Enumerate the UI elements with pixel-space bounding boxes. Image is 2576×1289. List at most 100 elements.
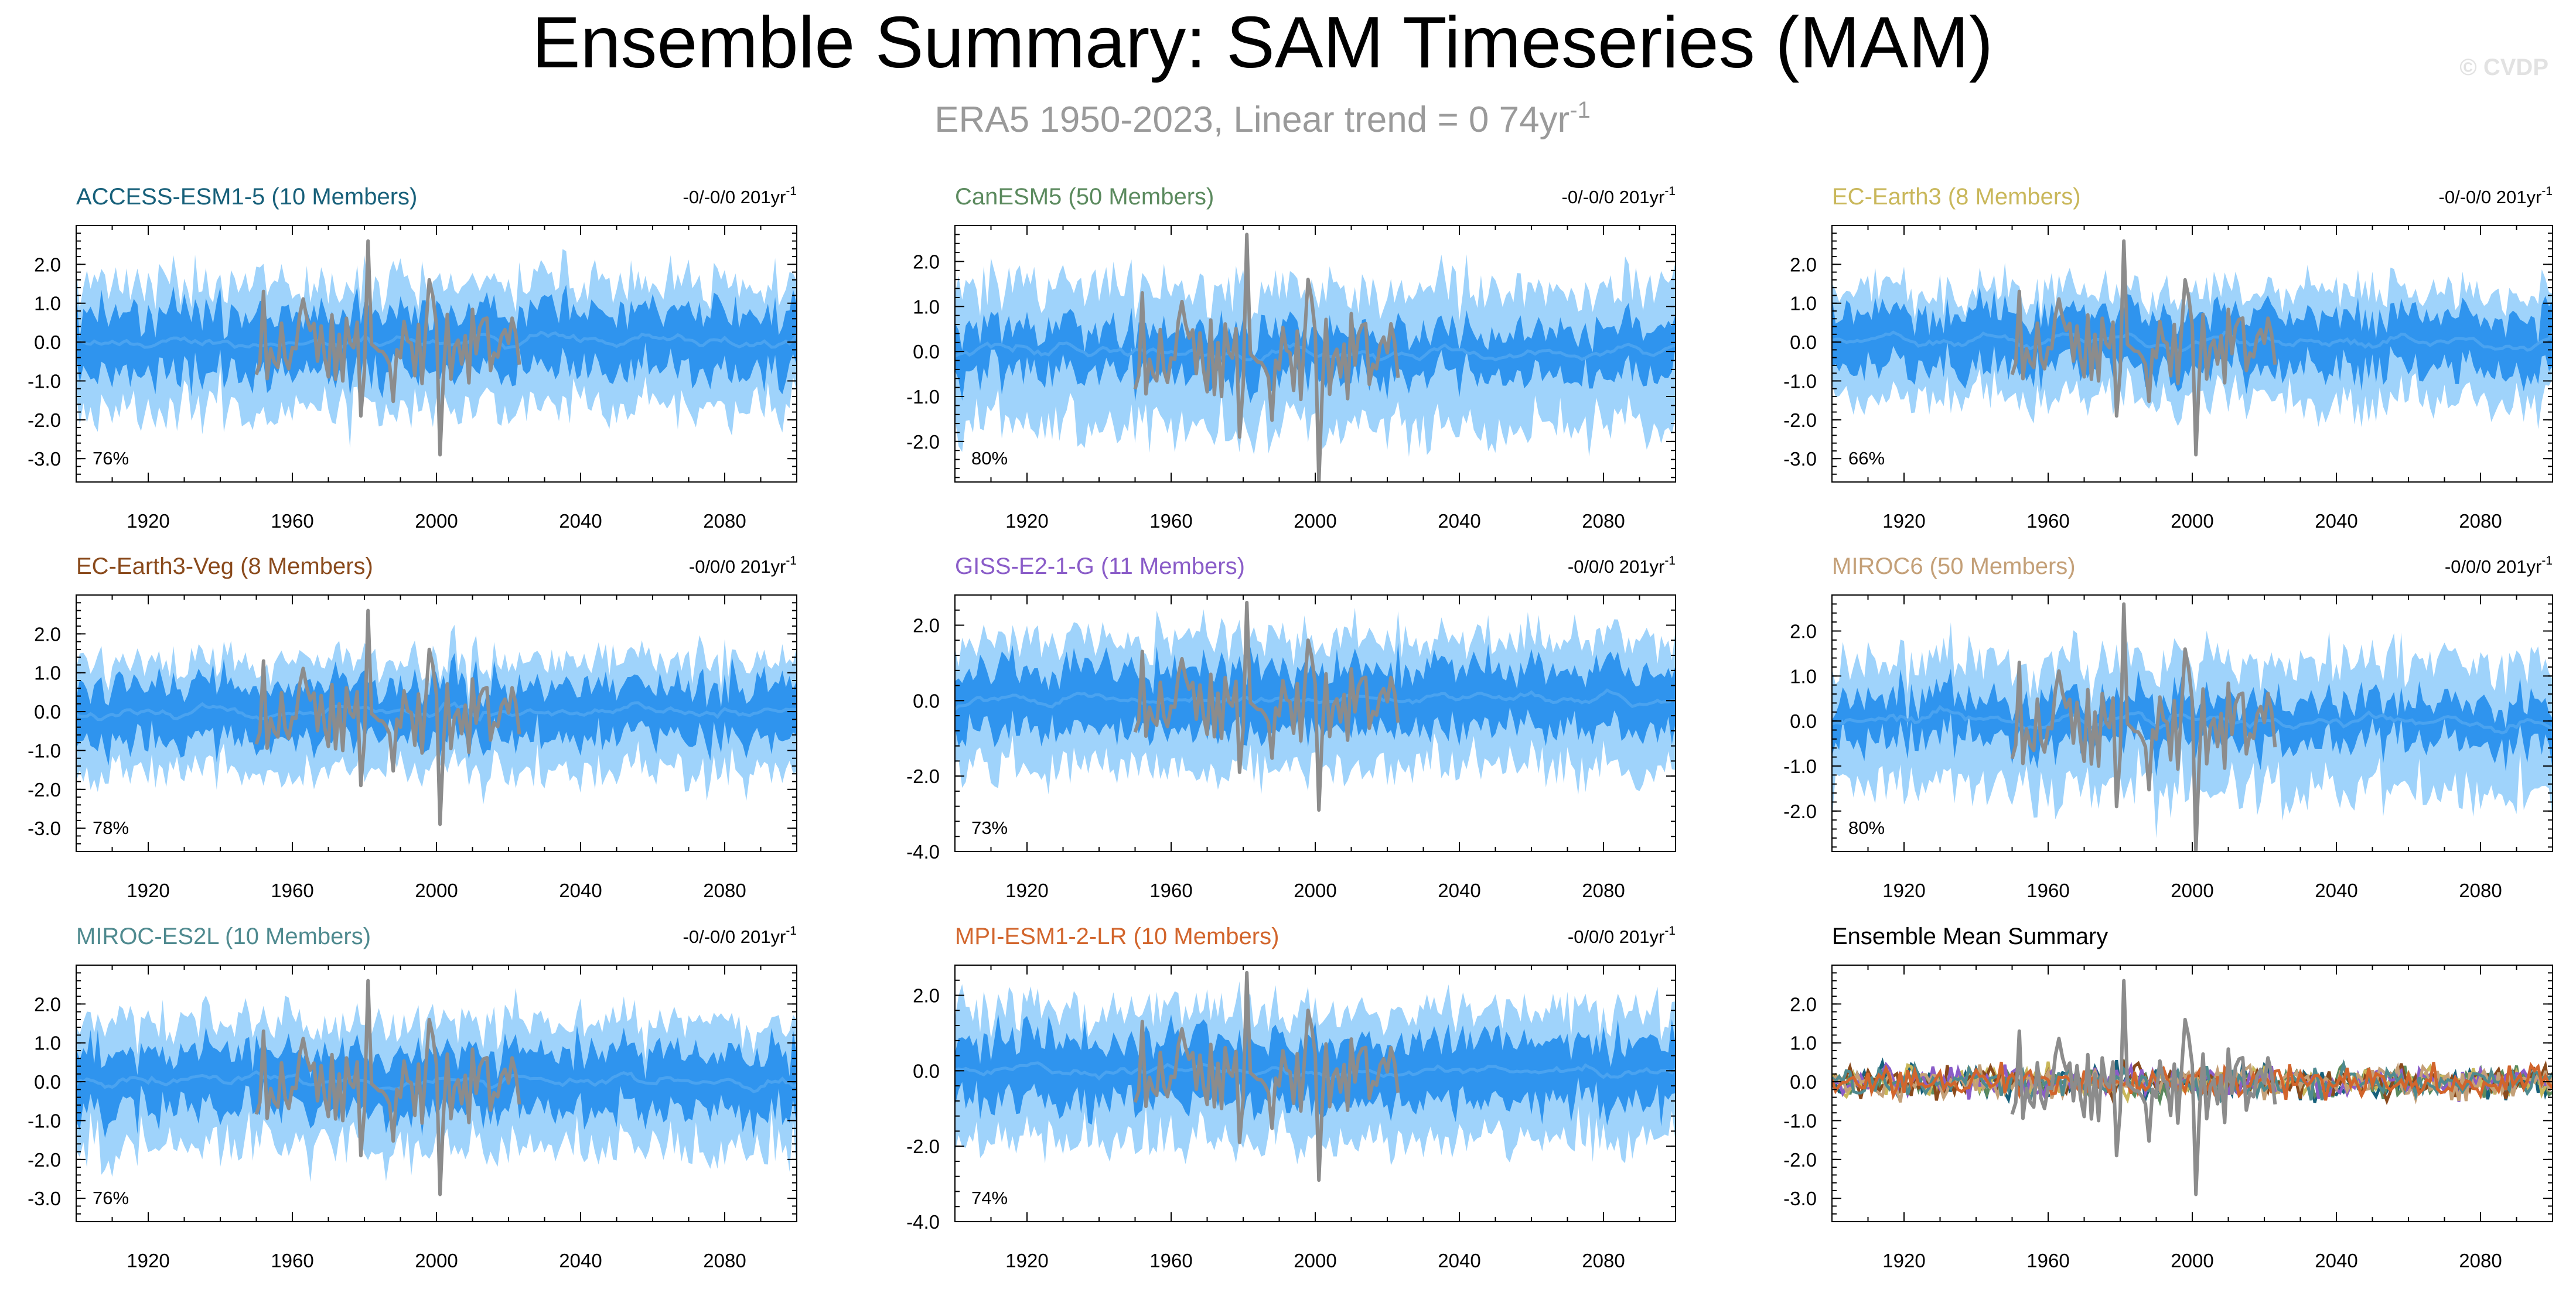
figure-subtitle: ERA5 1950-2023, Linear trend = 0 74yr-1 [934, 97, 1591, 140]
plot-area [1832, 979, 2553, 1196]
panel-title: CanESM5 (50 Members) [955, 184, 1214, 210]
y-tick-label: 1.0 [1790, 1032, 1817, 1054]
percent-label: 78% [93, 818, 129, 838]
observations-line [254, 239, 521, 457]
panel-title: ACCESS-ESM1-5 (10 Members) [76, 184, 417, 210]
x-tick-label: 2080 [1582, 1250, 1625, 1271]
percent-label: 74% [971, 1188, 1008, 1208]
y-tick-label: -2.0 [906, 431, 940, 453]
x-tick-label: 1960 [271, 1250, 313, 1271]
x-tick-label: 2000 [1294, 1250, 1336, 1271]
percent-label: 76% [93, 1188, 129, 1208]
y-tick-label: 1.0 [34, 293, 61, 314]
y-tick-label: -1.0 [28, 370, 61, 392]
y-tick-label: -2.0 [906, 765, 940, 787]
y-tick-label: -1.0 [1783, 370, 1817, 392]
x-tick-label: 2040 [559, 880, 602, 901]
x-tick-label: 1920 [127, 1250, 169, 1271]
panel-3: EC-Earth3 (8 Members) -0/-0/0 201yr-1 1920… [1783, 184, 2553, 532]
plot-area [76, 608, 797, 826]
y-tick-label: -2.0 [1783, 1149, 1817, 1171]
y-tick-label: 1.0 [34, 1032, 61, 1054]
x-tick-label: 2000 [2171, 510, 2213, 532]
x-tick-label: 2000 [2171, 880, 2213, 901]
y-tick-label: -3.0 [28, 1188, 61, 1209]
subtitle-superscript: -1 [1570, 97, 1591, 123]
percent-label: 73% [971, 818, 1008, 838]
panel-title: MIROC6 (50 Members) [1832, 553, 2076, 579]
x-tick-label: 1960 [2026, 510, 2069, 532]
y-tick-label: -2.0 [906, 1136, 940, 1157]
x-tick-label: 2080 [1582, 880, 1625, 901]
y-tick-label: 2.0 [1790, 993, 1817, 1015]
x-tick-label: 1960 [271, 510, 313, 532]
panel-7: MIROC-ES2L (10 Members) -0/-0/0 201yr-1 19… [28, 924, 797, 1271]
y-tick-label: -3.0 [1783, 1188, 1817, 1209]
y-tick-label: 2.0 [34, 254, 61, 275]
x-tick-label: 1960 [2026, 880, 2069, 901]
x-tick-label: 1920 [1005, 1250, 1048, 1271]
x-tick-label: 2040 [2315, 880, 2357, 901]
x-tick-label: 2040 [559, 1250, 602, 1271]
y-tick-label: 2.0 [34, 993, 61, 1015]
x-tick-label: 2000 [2171, 1250, 2213, 1271]
x-tick-label: 2000 [415, 510, 458, 532]
trend-label: -0/-0/0 201yr-1 [683, 184, 797, 207]
panel-title: EC-Earth3 (8 Members) [1832, 184, 2081, 210]
x-tick-label: 1920 [1882, 1250, 1925, 1271]
x-tick-label: 1920 [1882, 880, 1925, 901]
x-tick-label: 2080 [2459, 880, 2502, 901]
y-tick-label: 2.0 [913, 251, 940, 272]
x-tick-label: 1920 [1005, 510, 1048, 532]
y-tick-label: 0.0 [1790, 1071, 1817, 1093]
x-tick-label: 2080 [2459, 1250, 2502, 1271]
observations-line [2010, 602, 2277, 852]
percent-label: 80% [1848, 818, 1885, 838]
plot-area [955, 233, 1676, 482]
y-tick-label: 0.0 [34, 701, 61, 723]
subtitle-text: ERA5 1950-2023, Linear trend = 0 74yr [934, 100, 1570, 140]
x-tick-label: 2080 [1582, 510, 1625, 532]
trend-label: -0/-0/0 201yr-1 [1562, 184, 1676, 207]
y-tick-label: -3.0 [1783, 448, 1817, 470]
y-tick-label: 2.0 [913, 615, 940, 637]
plot-area [76, 979, 797, 1196]
observations-line [1133, 600, 1400, 812]
panel-title: Ensemble Mean Summary [1832, 924, 2108, 949]
panel-1: ACCESS-ESM1-5 (10 Members) -0/-0/0 201yr-… [28, 184, 797, 532]
x-tick-label: 2000 [1294, 510, 1336, 532]
y-tick-label: -1.0 [1783, 755, 1817, 777]
observations-line [2010, 979, 2277, 1196]
trend-label: -0/0/0 201yr-1 [689, 554, 797, 577]
y-tick-label: -2.0 [28, 409, 61, 431]
x-tick-label: 1920 [1882, 510, 1925, 532]
y-tick-label: 0.0 [34, 1071, 61, 1093]
panel-8: MPI-ESM1-2-LR (10 Members) -0/0/0 201yr-1… [906, 924, 1676, 1271]
y-tick-label: 1.0 [1790, 665, 1817, 687]
x-tick-label: 1960 [2026, 1250, 2069, 1271]
x-tick-label: 1960 [271, 880, 313, 901]
watermark: © CVDP [2459, 54, 2548, 80]
panel-9: Ensemble Mean Summary 1920 1960 2000 2040 208… [1783, 924, 2553, 1271]
panel-2: CanESM5 (50 Members) -0/-0/0 201yr-1 1920 1… [906, 184, 1676, 532]
y-tick-label: 0.0 [34, 331, 61, 353]
x-tick-label: 2000 [1294, 880, 1336, 901]
x-tick-label: 2000 [415, 1250, 458, 1271]
y-tick-label: -3.0 [28, 818, 61, 839]
observations-line [1133, 233, 1400, 482]
x-tick-label: 1960 [1149, 880, 1192, 901]
x-tick-label: 2040 [1438, 880, 1480, 901]
y-tick-label: -4.0 [906, 841, 940, 863]
y-tick-label: -1.0 [28, 740, 61, 761]
y-tick-label: -3.0 [28, 448, 61, 470]
trend-label: -0/0/0 201yr-1 [1568, 924, 1676, 947]
y-tick-label: 1.0 [913, 296, 940, 317]
x-tick-label: 1960 [1149, 1250, 1192, 1271]
y-tick-label: 2.0 [34, 623, 61, 645]
panel-6: MIROC6 (50 Members) -0/0/0 201yr-1 1920 196… [1783, 553, 2553, 901]
y-tick-label: -4.0 [906, 1211, 940, 1233]
y-tick-label: 0.0 [913, 1060, 940, 1082]
panel-grid: ACCESS-ESM1-5 (10 Members) -0/-0/0 201yr-… [28, 184, 2553, 1271]
panel-title: GISS-E2-1-G (11 Members) [955, 553, 1245, 579]
